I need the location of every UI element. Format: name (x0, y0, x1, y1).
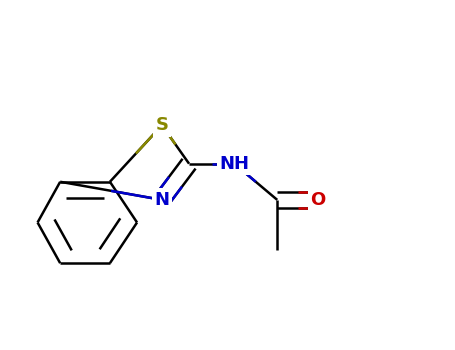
Text: O: O (310, 191, 326, 209)
Text: S: S (156, 116, 168, 134)
Text: NH: NH (219, 155, 249, 173)
Text: N: N (154, 191, 169, 209)
